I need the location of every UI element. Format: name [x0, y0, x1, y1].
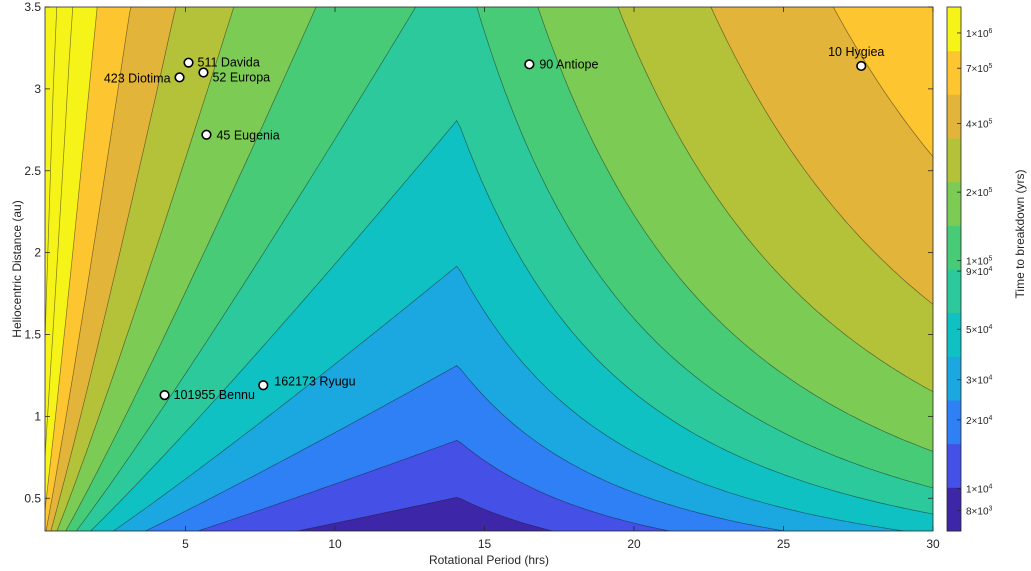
y-tick-label: 1.5	[24, 328, 41, 342]
y-tick-label: 2.5	[24, 164, 41, 178]
asteroid-label: 423 Diotima	[104, 71, 171, 85]
colorbar-tick-label: 5×104	[966, 324, 993, 336]
asteroid-marker	[183, 57, 194, 68]
contour-line	[50, 7, 933, 531]
x-tick-label: 30	[926, 537, 940, 551]
contour-line	[65, 7, 933, 531]
x-tick-label: 5	[182, 537, 189, 551]
asteroid-label: 52 Europa	[212, 71, 270, 85]
colorbar-tick-label: 2×104	[966, 415, 993, 427]
asteroid-marker	[856, 60, 867, 72]
asteroid-marker	[174, 72, 185, 83]
contour-line	[75, 7, 933, 531]
contour-line	[295, 497, 555, 531]
colorbar-segment	[947, 138, 961, 183]
contour-lines	[45, 7, 933, 531]
contour-line	[90, 119, 933, 531]
colorbar-tick-label: 4×105	[966, 119, 993, 131]
colorbar-tick-label: 2×105	[966, 187, 993, 199]
colorbar-segment	[947, 181, 961, 226]
colorbar-segment	[947, 356, 961, 401]
colorbar-segment	[947, 7, 961, 52]
x-tick-label: 15	[478, 537, 492, 551]
contour-line	[56, 7, 933, 531]
contour-band	[45, 7, 933, 531]
asteroid-marker	[201, 129, 212, 140]
asteroid-marker	[159, 389, 170, 401]
asteroid-marker	[524, 59, 535, 70]
contour-line	[144, 365, 787, 531]
contour-line	[112, 265, 907, 531]
x-axis-ticks: 5 10 15 20 25 30	[182, 7, 940, 551]
y-axis-ticks: 0.5 1 1.5 2 2.5 3 3.5	[24, 0, 933, 505]
colorbar-label: Time to breakdown (yrs)	[1013, 170, 1027, 299]
asteroid-marker	[198, 67, 209, 78]
colorbar-segment	[947, 487, 961, 532]
colorbar-tick-label: 8×103	[966, 505, 993, 517]
contour-fills	[45, 7, 933, 531]
y-tick-label: 3	[34, 82, 41, 96]
asteroid-label: 511 Davida	[198, 56, 260, 70]
contour-band	[45, 7, 933, 531]
asteroid-label: 101955 Bennu	[174, 388, 255, 402]
asteroid-markers: 511 Davida 423 Diotima 52 Europa 45 Eugenia…	[104, 45, 885, 402]
colorbar-segment	[947, 50, 961, 95]
asteroid-label: 90 Antiope	[539, 57, 598, 71]
colorbar-frame	[946, 6, 962, 532]
contour-band	[45, 7, 57, 339]
y-tick-label: 1	[34, 409, 41, 423]
asteroid-label: 45 Eugenia	[216, 129, 279, 143]
plot-frame	[44, 6, 934, 532]
colorbar-tick-label: 1×106	[966, 28, 993, 40]
colorbar-tick-label: 1×104	[966, 483, 993, 495]
colorbar-tick-label: 3×104	[966, 375, 993, 387]
x-tick-label: 25	[777, 537, 791, 551]
asteroid-marker	[258, 380, 269, 391]
asteroid-label: 162173 Ryugu	[274, 374, 355, 388]
y-tick-label: 0.5	[24, 491, 41, 505]
y-tick-label: 2	[34, 246, 41, 260]
colorbar-segment	[947, 400, 961, 445]
colorbar-tick-label: 7×105	[966, 63, 993, 75]
asteroid-label: 10 Hygiea	[828, 45, 884, 59]
colorbar-tick-label: 9×104	[966, 266, 993, 278]
x-tick-label: 20	[627, 537, 641, 551]
colorbar-segment	[947, 443, 961, 488]
x-axis-label: Rotational Period (hrs)	[429, 553, 549, 567]
colorbar-segment	[947, 312, 961, 357]
colorbar-segment	[947, 94, 961, 139]
contour-line	[196, 440, 672, 531]
x-tick-label: 10	[328, 537, 342, 551]
y-axis-label: Heliocentric Distance (au)	[10, 200, 24, 337]
y-tick-label: 3.5	[24, 0, 41, 14]
colorbar-tick-label: 1×105	[966, 256, 993, 268]
colorbar-segment	[947, 225, 961, 270]
colorbar-segment	[947, 269, 961, 314]
